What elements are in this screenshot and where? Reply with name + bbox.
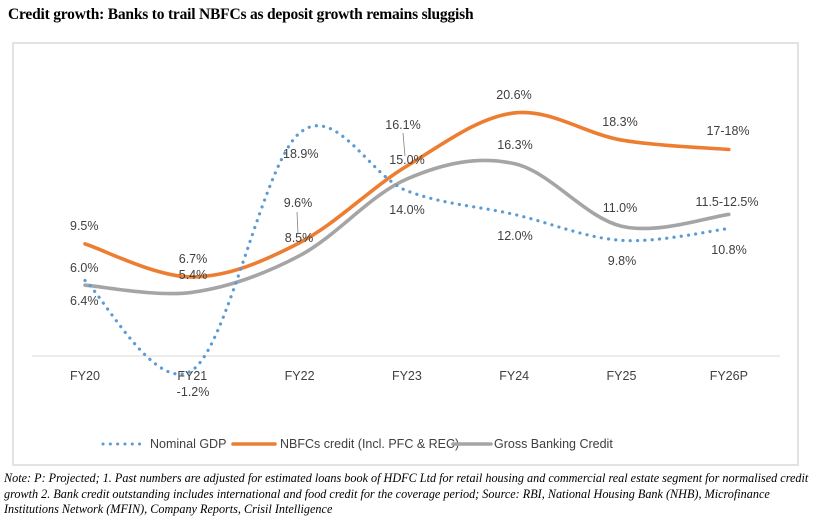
nominal-gdp-data-label: 18.9% xyxy=(283,147,318,161)
x-tick-label: FY21 xyxy=(177,369,207,383)
nbfc-credit-data-label: 17-18% xyxy=(706,124,749,138)
gross-banking-credit-legend-label: Gross Banking Credit xyxy=(494,437,613,451)
nominal-gdp-data-label: 6.4% xyxy=(70,294,99,308)
nbfc-credit-line xyxy=(83,110,731,279)
gross-banking-credit-data-label: 5.4% xyxy=(179,268,208,282)
nominal-gdp-data-label: -1.2% xyxy=(177,385,210,399)
nbfc-credit-data-label: 6.7% xyxy=(179,252,208,266)
gross-banking-credit-data-label: 8.5% xyxy=(285,231,314,245)
x-tick-label: FY24 xyxy=(499,369,529,383)
chart-frame xyxy=(12,42,799,466)
gross-banking-credit-data-label: 6.0% xyxy=(70,261,99,275)
nominal-gdp-legend-label: Nominal GDP xyxy=(150,437,226,451)
chart-footnote: Note: P: Projected; 1. Past numbers are … xyxy=(4,471,809,516)
nbfc-credit-legend-label: NBFCs credit (Incl. PFC & REC) xyxy=(280,437,459,451)
nominal-gdp-data-label: 10.8% xyxy=(711,243,746,257)
x-tick-label: FY20 xyxy=(70,369,100,383)
gross-banking-credit-data-label: 11.5-12.5% xyxy=(695,195,758,209)
gross-banking-credit-line xyxy=(83,158,731,296)
nbfc-credit-data-label: 9.6% xyxy=(284,196,313,210)
gross-banking-credit-data-label: 11.0% xyxy=(603,201,638,215)
nominal-gdp-line xyxy=(83,124,731,376)
x-tick-label: FY23 xyxy=(392,369,422,383)
nominal-gdp-data-label: 9.8% xyxy=(608,254,637,268)
chart-title: Credit growth: Banks to trail NBFCs as d… xyxy=(8,6,474,23)
x-tick-label: FY25 xyxy=(607,369,637,383)
gross-banking-credit-data-label: 16.3% xyxy=(497,138,532,152)
leader-line xyxy=(296,211,299,235)
nbfc-credit-data-label: 9.5% xyxy=(70,219,99,233)
line-chart: FY20 FY21 FY22 FY23 FY24 FY25 FY26P 6.4% -1.2% 18… xyxy=(32,88,780,451)
gross-banking-credit-data-label: 15.0% xyxy=(389,153,424,167)
nbfc-credit-data-label: 16.1% xyxy=(385,118,420,132)
leader-line xyxy=(402,132,406,157)
nbfc-credit-data-label: 18.3% xyxy=(602,115,637,129)
nbfc-credit-data-label: 20.6% xyxy=(496,88,531,102)
x-tick-label: FY26P xyxy=(710,369,748,383)
nominal-gdp-data-label: 14.0% xyxy=(389,203,424,217)
x-tick-label: FY22 xyxy=(285,369,315,383)
nominal-gdp-data-label: 12.0% xyxy=(497,229,532,243)
